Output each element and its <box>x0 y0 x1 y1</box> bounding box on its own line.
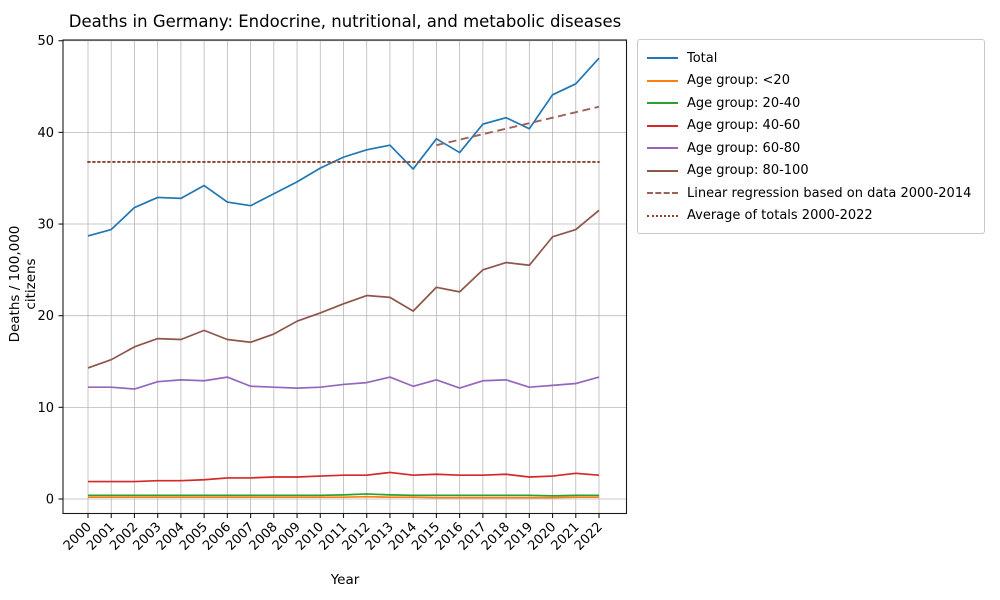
legend-swatch-solid <box>647 124 678 127</box>
y-tick-label: 50 <box>37 34 54 49</box>
legend-swatch-solid <box>647 147 678 150</box>
legend-label: Age group: 40-60 <box>687 118 801 134</box>
series-line-age-group-40-60 <box>88 471 600 483</box>
legend-label: Age group: 80-100 <box>687 163 809 179</box>
series-line-age-group-20 <box>88 495 600 499</box>
legend-swatch-solid <box>647 79 678 82</box>
legend-item: Average of totals 2000-2022 <box>647 205 975 228</box>
legend-item: Age group: 20-40 <box>647 92 975 115</box>
legend-label: Average of totals 2000-2022 <box>687 208 873 224</box>
legend-label: Age group: 60-80 <box>687 140 801 156</box>
legend-label: Age group: <20 <box>687 73 790 89</box>
legend-label: Age group: 20-40 <box>687 95 801 111</box>
y-tick-label: 40 <box>37 126 54 141</box>
y-tick-label: 10 <box>37 401 54 416</box>
chart-title: Deaths in Germany: Endocrine, nutritiona… <box>68 12 622 31</box>
series-line-total <box>87 57 600 237</box>
legend-label: Total <box>687 50 718 66</box>
legend-item: Linear regression based on data 2000-201… <box>647 182 975 205</box>
y-tick-label: 0 <box>46 493 54 508</box>
y-tick-label: 20 <box>37 309 54 324</box>
plot-border <box>62 39 628 515</box>
legend-swatch-solid <box>647 102 678 105</box>
legend-item: Age group: <20 <box>647 70 975 93</box>
series-line-age-group-60-80 <box>88 376 600 390</box>
legend-swatch-dotted <box>647 214 678 217</box>
legend-swatch-dashed <box>647 192 678 195</box>
legend-label: Linear regression based on data 2000-201… <box>687 185 972 201</box>
legend-item: Age group: 40-60 <box>647 115 975 138</box>
regression-line <box>436 105 600 147</box>
x-axis-label: Year <box>330 572 360 588</box>
legend-item: Total <box>647 47 975 70</box>
legend-swatch-solid <box>647 57 678 60</box>
legend-item: Age group: 60-80 <box>647 137 975 160</box>
legend-item: Age group: 80-100 <box>647 160 975 183</box>
legend-swatch-solid <box>647 169 678 172</box>
legend: Total Age group: <20 Age group: 20-40 Age g… <box>637 39 985 234</box>
series-line-age-group-80-100 <box>87 209 600 369</box>
y-tick-label: 30 <box>37 218 54 233</box>
series-line-age-group-20-40 <box>88 493 600 497</box>
